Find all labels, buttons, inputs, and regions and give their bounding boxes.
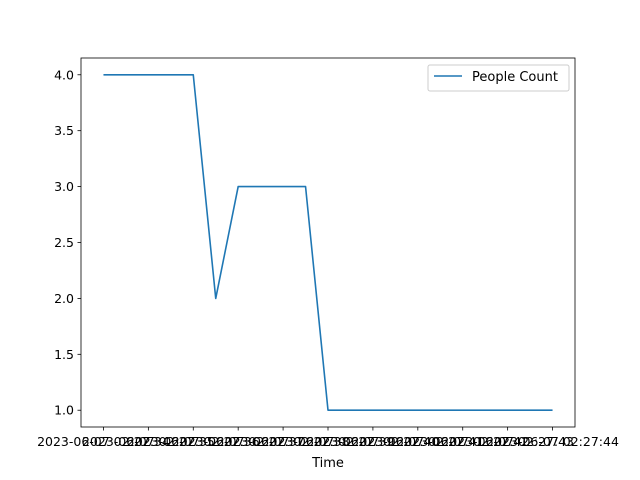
x-tick-label: 2023-06-07 02:27:41 <box>351 434 484 449</box>
x-tick-label: 2023-06-07 02:27:39 <box>262 434 395 449</box>
y-tick-label: 3.5 <box>54 123 74 138</box>
series-layer <box>103 73 553 412</box>
x-tick-label: 2023-06-07 02:27:35 <box>82 434 215 449</box>
y-tick-label: 1.0 <box>54 403 74 418</box>
legend-label-people-count: People Count <box>472 70 558 85</box>
y-tick-label: 3.0 <box>54 179 74 194</box>
x-tick-label: 2023-06-07 02:27:44 <box>486 434 619 449</box>
x-tick-label: 2023-06-07 02:27:43 <box>441 434 574 449</box>
y-tick-label: 1.5 <box>54 347 74 362</box>
legend: People Count <box>427 64 570 92</box>
y-tick-label: 2.0 <box>54 291 74 306</box>
x-tick-label: 2023-06-07 02:27:38 <box>217 434 350 449</box>
x-tick-label: 2023-06-07 02:27:40 <box>307 434 440 449</box>
x-tick-label: 2023-06-07 02:27:36 <box>127 434 260 449</box>
x-tick-label: 2023-06-07 02:27:37 <box>172 434 305 449</box>
y-axis: 1.0 1.5 2.0 2.5 3.0 3.5 4.0 <box>54 67 81 418</box>
series-line-people-count <box>103 73 553 412</box>
y-tick-label: 4.0 <box>54 67 74 82</box>
x-tick-label: 2023-06-07 02:27:34 <box>37 434 170 449</box>
y-tick-label: 2.5 <box>54 235 74 250</box>
x-tick-label: 2023-06-07 02:27:42 <box>396 434 529 449</box>
legend-box <box>427 64 570 92</box>
x-axis-label: Time <box>311 456 344 471</box>
